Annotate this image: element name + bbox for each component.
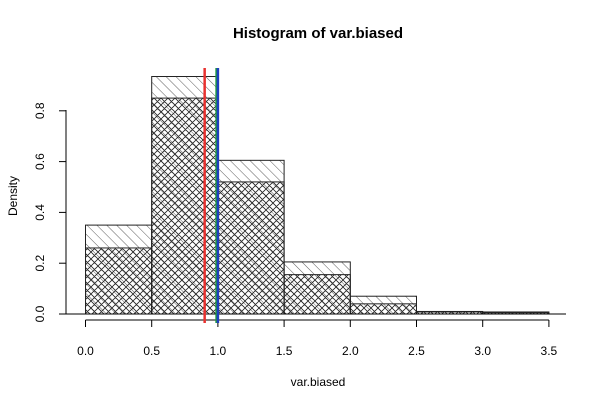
x-axis-ticks: 0.0 0.5 1.0 1.5 2.0 2.5 3.0 3.5 [77, 319, 558, 358]
inner-bar [85, 247, 153, 315]
inner-bar [349, 303, 417, 315]
x-tick-label: 0.5 [143, 344, 160, 358]
x-tick-label: 3.0 [474, 344, 491, 358]
x-tick-label: 2.0 [342, 344, 359, 358]
x-tick-label: 2.5 [408, 344, 425, 358]
y-axis-ticks: 0.0 0.2 0.4 0.6 0.8 [33, 102, 66, 322]
reference-lines [203, 68, 220, 323]
x-tick-label: 0.0 [77, 344, 94, 358]
y-tick-label: 0.2 [33, 255, 47, 272]
y-tick-label: 0.0 [33, 305, 47, 322]
inner-bars [85, 97, 550, 315]
x-tick-label: 1.5 [276, 344, 293, 358]
y-axis-label: Density [6, 176, 20, 216]
y-tick-label: 0.6 [33, 153, 47, 170]
x-tick-label: 3.5 [541, 344, 558, 358]
y-tick-label: 0.8 [33, 102, 47, 119]
inner-bar [217, 181, 285, 315]
inner-bar [151, 97, 219, 315]
x-axis-label: var.biased [291, 375, 346, 389]
x-tick-label: 1.0 [210, 344, 227, 358]
y-tick-label: 0.4 [33, 204, 47, 221]
chart-title: Histogram of var.biased [233, 25, 403, 42]
inner-bar [283, 274, 351, 315]
